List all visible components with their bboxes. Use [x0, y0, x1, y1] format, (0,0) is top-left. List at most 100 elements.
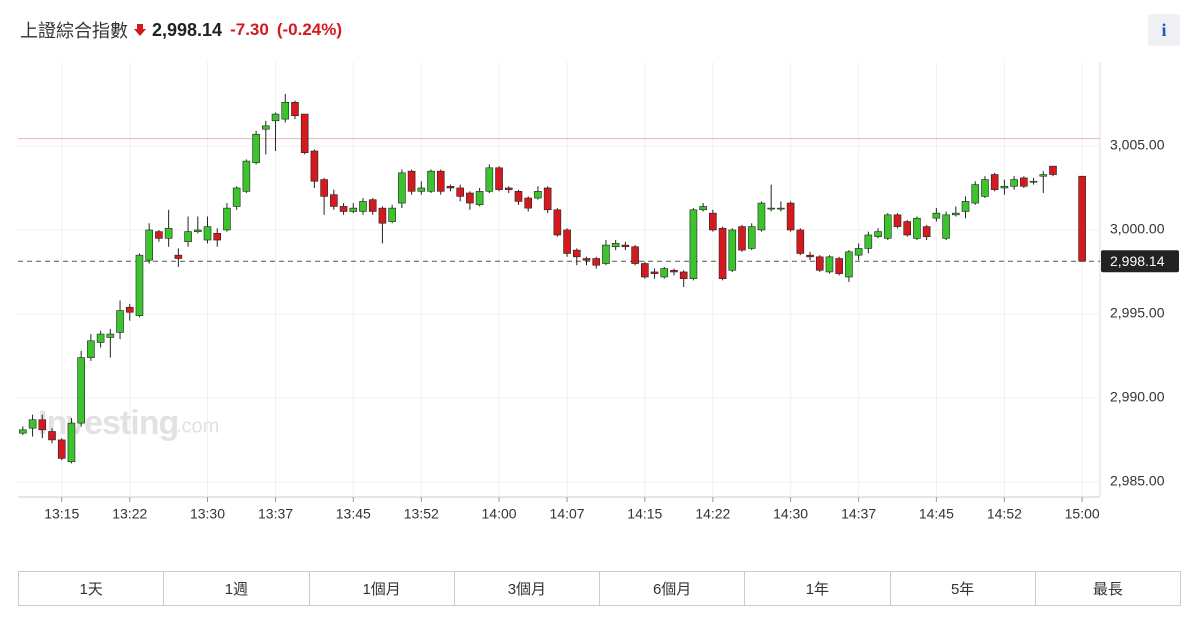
- candle-body: [232, 187, 241, 207]
- candle-body: [582, 258, 591, 261]
- candle-body: [407, 170, 416, 192]
- candle-body: [709, 212, 717, 231]
- candle-body: [242, 160, 251, 192]
- candle-body: [106, 333, 115, 338]
- candle-body: [572, 249, 581, 258]
- header: 上證綜合指數 2,998.14 -7.30 (-0.24%): [20, 16, 350, 44]
- candle-body: [330, 194, 338, 207]
- range-button[interactable]: 6個月: [600, 572, 746, 605]
- candle-body: [786, 202, 795, 231]
- candle-body: [1049, 165, 1057, 175]
- candle-body: [845, 251, 853, 278]
- candle-body: [28, 419, 37, 429]
- last-price-tag: 2,998.14: [1101, 250, 1179, 273]
- candle-body: [903, 221, 912, 236]
- candle-body: [378, 207, 387, 224]
- candle-body: [621, 244, 630, 248]
- candle-body: [339, 206, 348, 212]
- candle-body: [48, 431, 56, 441]
- candle-body: [1020, 177, 1028, 187]
- x-tick-label: 13:52: [404, 506, 439, 522]
- candle-body: [641, 263, 649, 278]
- candle-body: [1039, 174, 1048, 177]
- candle-body: [981, 179, 989, 197]
- range-button[interactable]: 5年: [891, 572, 1036, 605]
- candle-body: [942, 214, 950, 239]
- candle-body: [87, 340, 95, 358]
- candle-body: [718, 227, 727, 279]
- x-tick-label: 15:00: [1065, 506, 1100, 522]
- candle-body: [466, 192, 474, 204]
- y-tick-label: 2,990.00: [1110, 389, 1165, 405]
- range-button[interactable]: 1週: [164, 572, 310, 605]
- price: 2,998.14: [152, 19, 223, 40]
- x-tick-label: 14:22: [695, 506, 730, 522]
- candle-body: [252, 133, 260, 164]
- candle-body: [592, 258, 601, 266]
- candle-body: [116, 310, 124, 333]
- candle-body: [650, 271, 659, 274]
- candle-body: [815, 256, 824, 271]
- candle-body: [543, 187, 552, 211]
- candle-body: [738, 226, 746, 251]
- candle-body: [184, 231, 192, 243]
- change: -7.30: [230, 20, 269, 39]
- candle-body: [874, 231, 882, 237]
- y-tick-label: 3,005.00: [1110, 137, 1165, 153]
- candle-body: [922, 226, 931, 237]
- candle-body: [524, 197, 533, 209]
- candle-body: [825, 256, 834, 273]
- range-button[interactable]: 1個月: [310, 572, 455, 605]
- x-tick-label: 14:07: [550, 506, 585, 522]
- candle-body: [553, 209, 562, 236]
- x-tick-label: 14:52: [987, 506, 1022, 522]
- candle-body: [747, 226, 756, 249]
- x-tick-label: 13:45: [336, 506, 371, 522]
- candle-body: [767, 207, 775, 210]
- candle-body: [835, 258, 843, 274]
- range-button[interactable]: 3個月: [455, 572, 600, 605]
- y-tick-label: 2,985.00: [1110, 473, 1165, 489]
- candle-body: [864, 234, 873, 249]
- candle-body: [1029, 180, 1038, 183]
- down-arrow: [134, 24, 146, 36]
- range-button[interactable]: 1年: [745, 572, 891, 605]
- x-tick-label: 13:37: [258, 506, 293, 522]
- candle-body: [514, 191, 523, 202]
- candle-body: [291, 102, 299, 117]
- chart: Investing .com 2,985.00 2,990.00 2,995.00 3…: [18, 62, 1179, 522]
- candle-body: [485, 167, 494, 192]
- candle-body: [281, 102, 290, 120]
- range-buttons: 1天 1週 1個月 3個月 6個月 1年 5年 最長: [18, 571, 1181, 606]
- candle-body: [670, 269, 678, 273]
- candle-body: [757, 202, 766, 231]
- x-tick-label: 14:15: [627, 506, 662, 522]
- candle-body: [806, 254, 814, 258]
- candle-body: [427, 170, 435, 192]
- candle-body: [135, 254, 144, 316]
- x-tick-label: 14:37: [841, 506, 876, 522]
- candle-body: [310, 150, 319, 182]
- candle-body: [145, 229, 153, 261]
- candle-body: [728, 229, 737, 271]
- watermark: Investing: [38, 404, 178, 442]
- candle-body: [125, 306, 134, 313]
- candle-body: [952, 212, 960, 216]
- range-button[interactable]: 最長: [1092, 581, 1123, 598]
- candle-body: [883, 214, 892, 239]
- candle-body: [777, 207, 785, 210]
- candle-body: [57, 439, 66, 459]
- range-button[interactable]: 1天: [19, 572, 165, 605]
- info-button[interactable]: i: [1148, 14, 1180, 46]
- candle-body: [67, 422, 76, 463]
- candle-body: [456, 187, 464, 197]
- change-percent: (-0.24%): [276, 20, 343, 39]
- candle-body: [349, 207, 358, 212]
- candle-body: [796, 229, 805, 254]
- candle-body: [38, 419, 47, 431]
- candle-body: [1000, 185, 1009, 189]
- candle-body: [193, 229, 202, 232]
- x-tick-label: 14:45: [919, 506, 954, 522]
- candle-body: [660, 268, 669, 278]
